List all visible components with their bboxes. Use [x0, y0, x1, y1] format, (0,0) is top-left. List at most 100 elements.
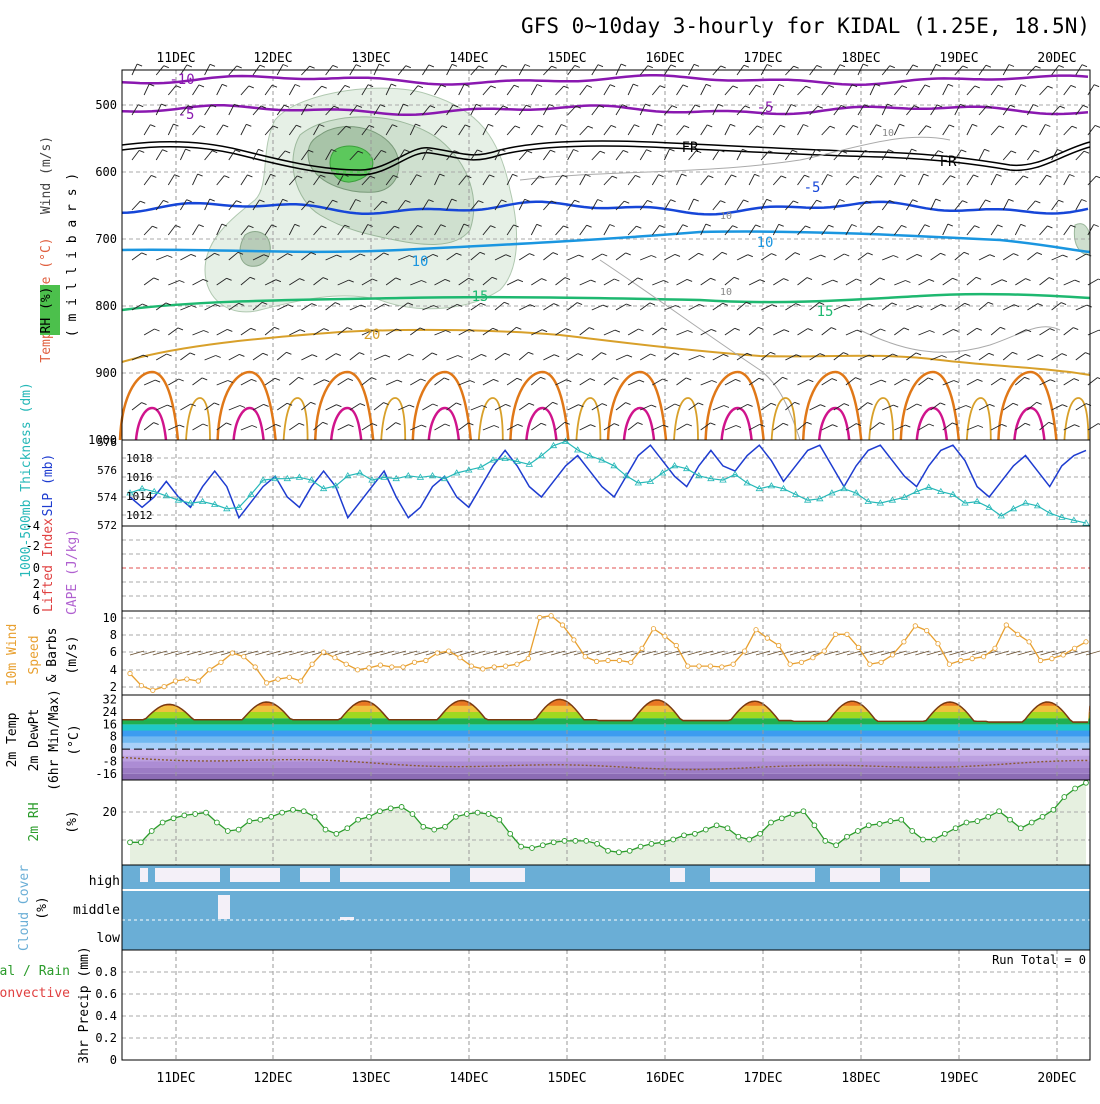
upper-wind-barb: [640, 404, 652, 411]
upper-wind-barb: [383, 252, 389, 256]
contour-15: [121, 292, 1091, 312]
upper-wind-barb: [325, 302, 336, 311]
upper-wind-barb: [143, 379, 156, 386]
upper-wind-barb: [652, 378, 663, 386]
thickness-point: [912, 487, 921, 494]
wind10m-point: [707, 663, 714, 669]
upper-wind-barb: [212, 150, 218, 154]
wind10m-point: [207, 667, 213, 673]
rh2m-point: [692, 830, 698, 837]
rh2m-point: [985, 813, 992, 820]
upper-wind-barb: [794, 401, 800, 405]
upper-wind-barb: [543, 149, 551, 161]
upper-wind-barb: [463, 83, 470, 87]
upper-wind-barb: [747, 403, 753, 407]
tick-li: 4: [33, 589, 40, 603]
upper-wind-barb: [345, 125, 352, 129]
contour-20-arch: [868, 397, 895, 441]
tick-precip: 0.4: [95, 1009, 117, 1023]
upper-wind-barb: [929, 330, 935, 333]
wind10m-barb: [346, 650, 361, 656]
upper-wind-barb: [381, 149, 387, 153]
upper-wind-barb: [748, 84, 757, 96]
upper-wind-barb: [252, 404, 264, 411]
upper-wind-barb: [832, 279, 838, 283]
upper-wind-barb: [476, 103, 482, 107]
upper-wind-barb: [1073, 327, 1079, 331]
upper-wind-barb: [490, 225, 496, 229]
upper-wind-barb: [736, 105, 746, 116]
upper-wind-barb: [480, 302, 486, 306]
upper-wind-barb: [627, 328, 639, 336]
day-label-bottom: 16DEC: [645, 1071, 684, 1086]
upper-wind-barb: [845, 175, 855, 186]
upper-wind-barb: [590, 279, 596, 283]
upper-wind-barb: [506, 174, 513, 186]
upper-wind-barb: [444, 278, 451, 282]
upper-wind-barb: [816, 64, 822, 68]
upper-wind-barb: [209, 198, 215, 202]
wind10m-point: [389, 664, 395, 670]
upper-wind-barb: [809, 404, 821, 411]
upper-wind-barb: [470, 104, 477, 116]
upper-wind-barb: [760, 104, 769, 116]
upper-wind-barb: [990, 224, 998, 236]
upper-wind-barb: [591, 403, 603, 411]
rh2m-point: [637, 843, 644, 850]
rh2m-point: [539, 842, 546, 849]
upper-wind-barb: [985, 64, 992, 68]
upper-wind-barb: [1015, 329, 1027, 336]
tick-slp: 1012: [126, 509, 153, 522]
upper-wind-barb: [1087, 377, 1098, 386]
upper-wind-barb: [440, 224, 446, 228]
upper-wind-barb: [748, 279, 761, 286]
upper-wind-barb: [591, 150, 601, 161]
temp-color-band: [122, 724, 1090, 731]
upper-wind-barb: [319, 124, 325, 127]
upper-wind-barb: [853, 175, 860, 179]
upper-wind-barb: [513, 84, 520, 88]
upper-wind-barb: [325, 199, 333, 211]
upper-wind-barb: [403, 103, 409, 107]
rh2m-point: [702, 826, 709, 833]
upper-wind-barb: [264, 125, 274, 136]
upper-wind-barb: [301, 65, 310, 76]
upper-wind-barb: [710, 277, 716, 281]
upper-wind-barb: [771, 253, 777, 257]
upper-wind-barb: [591, 105, 600, 116]
upper-wind-barb: [676, 224, 684, 236]
rh2m-point: [246, 818, 253, 824]
wind10m-barb: [141, 650, 156, 656]
upper-wind-barb: [457, 303, 463, 307]
upper-wind-barb: [385, 277, 397, 286]
upper-wind-barb: [869, 328, 881, 336]
upper-wind-barb: [664, 105, 673, 116]
upper-wind-barb: [541, 422, 547, 426]
thickness-point: [586, 452, 594, 459]
upper-wind-barb: [192, 279, 204, 286]
upper-wind-barb: [821, 125, 831, 136]
upper-wind-barb: [1051, 149, 1058, 161]
upper-wind-barb: [867, 402, 873, 406]
upper-wind-barb: [156, 404, 168, 411]
upper-wind-barb: [155, 103, 162, 116]
upper-wind-barb: [862, 63, 869, 67]
upper-wind-barb: [833, 304, 845, 311]
upper-wind-barb: [1047, 225, 1053, 229]
upper-wind-barb: [289, 329, 301, 336]
rh2m-point: [1039, 813, 1046, 820]
upper-wind-barb: [228, 104, 235, 116]
rh2m-point: [453, 813, 459, 820]
wind10m-barb: [266, 650, 281, 656]
cloud-level-label: low: [97, 931, 121, 946]
upper-wind-barb: [360, 304, 366, 308]
upper-wind-barb: [1045, 124, 1051, 127]
upper-wind-barb: [313, 174, 321, 186]
upper-wind-barb: [1048, 277, 1055, 281]
wind10m-point: [787, 661, 793, 667]
upper-wind-barb: [585, 174, 591, 177]
wind10m-point: [138, 683, 144, 689]
upper-wind-barb: [301, 303, 312, 311]
wind10m-barb: [300, 650, 315, 656]
rh2m-point: [855, 828, 861, 834]
